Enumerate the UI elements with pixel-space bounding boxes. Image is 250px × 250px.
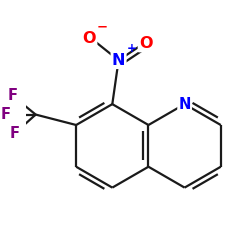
Text: N: N	[178, 97, 191, 112]
Text: N: N	[112, 53, 125, 68]
Text: F: F	[10, 126, 20, 141]
Text: −: −	[96, 20, 108, 34]
Text: O: O	[139, 36, 152, 51]
Text: F: F	[8, 88, 18, 103]
Text: O: O	[82, 31, 96, 46]
Text: +: +	[127, 42, 137, 55]
Text: F: F	[0, 107, 10, 122]
